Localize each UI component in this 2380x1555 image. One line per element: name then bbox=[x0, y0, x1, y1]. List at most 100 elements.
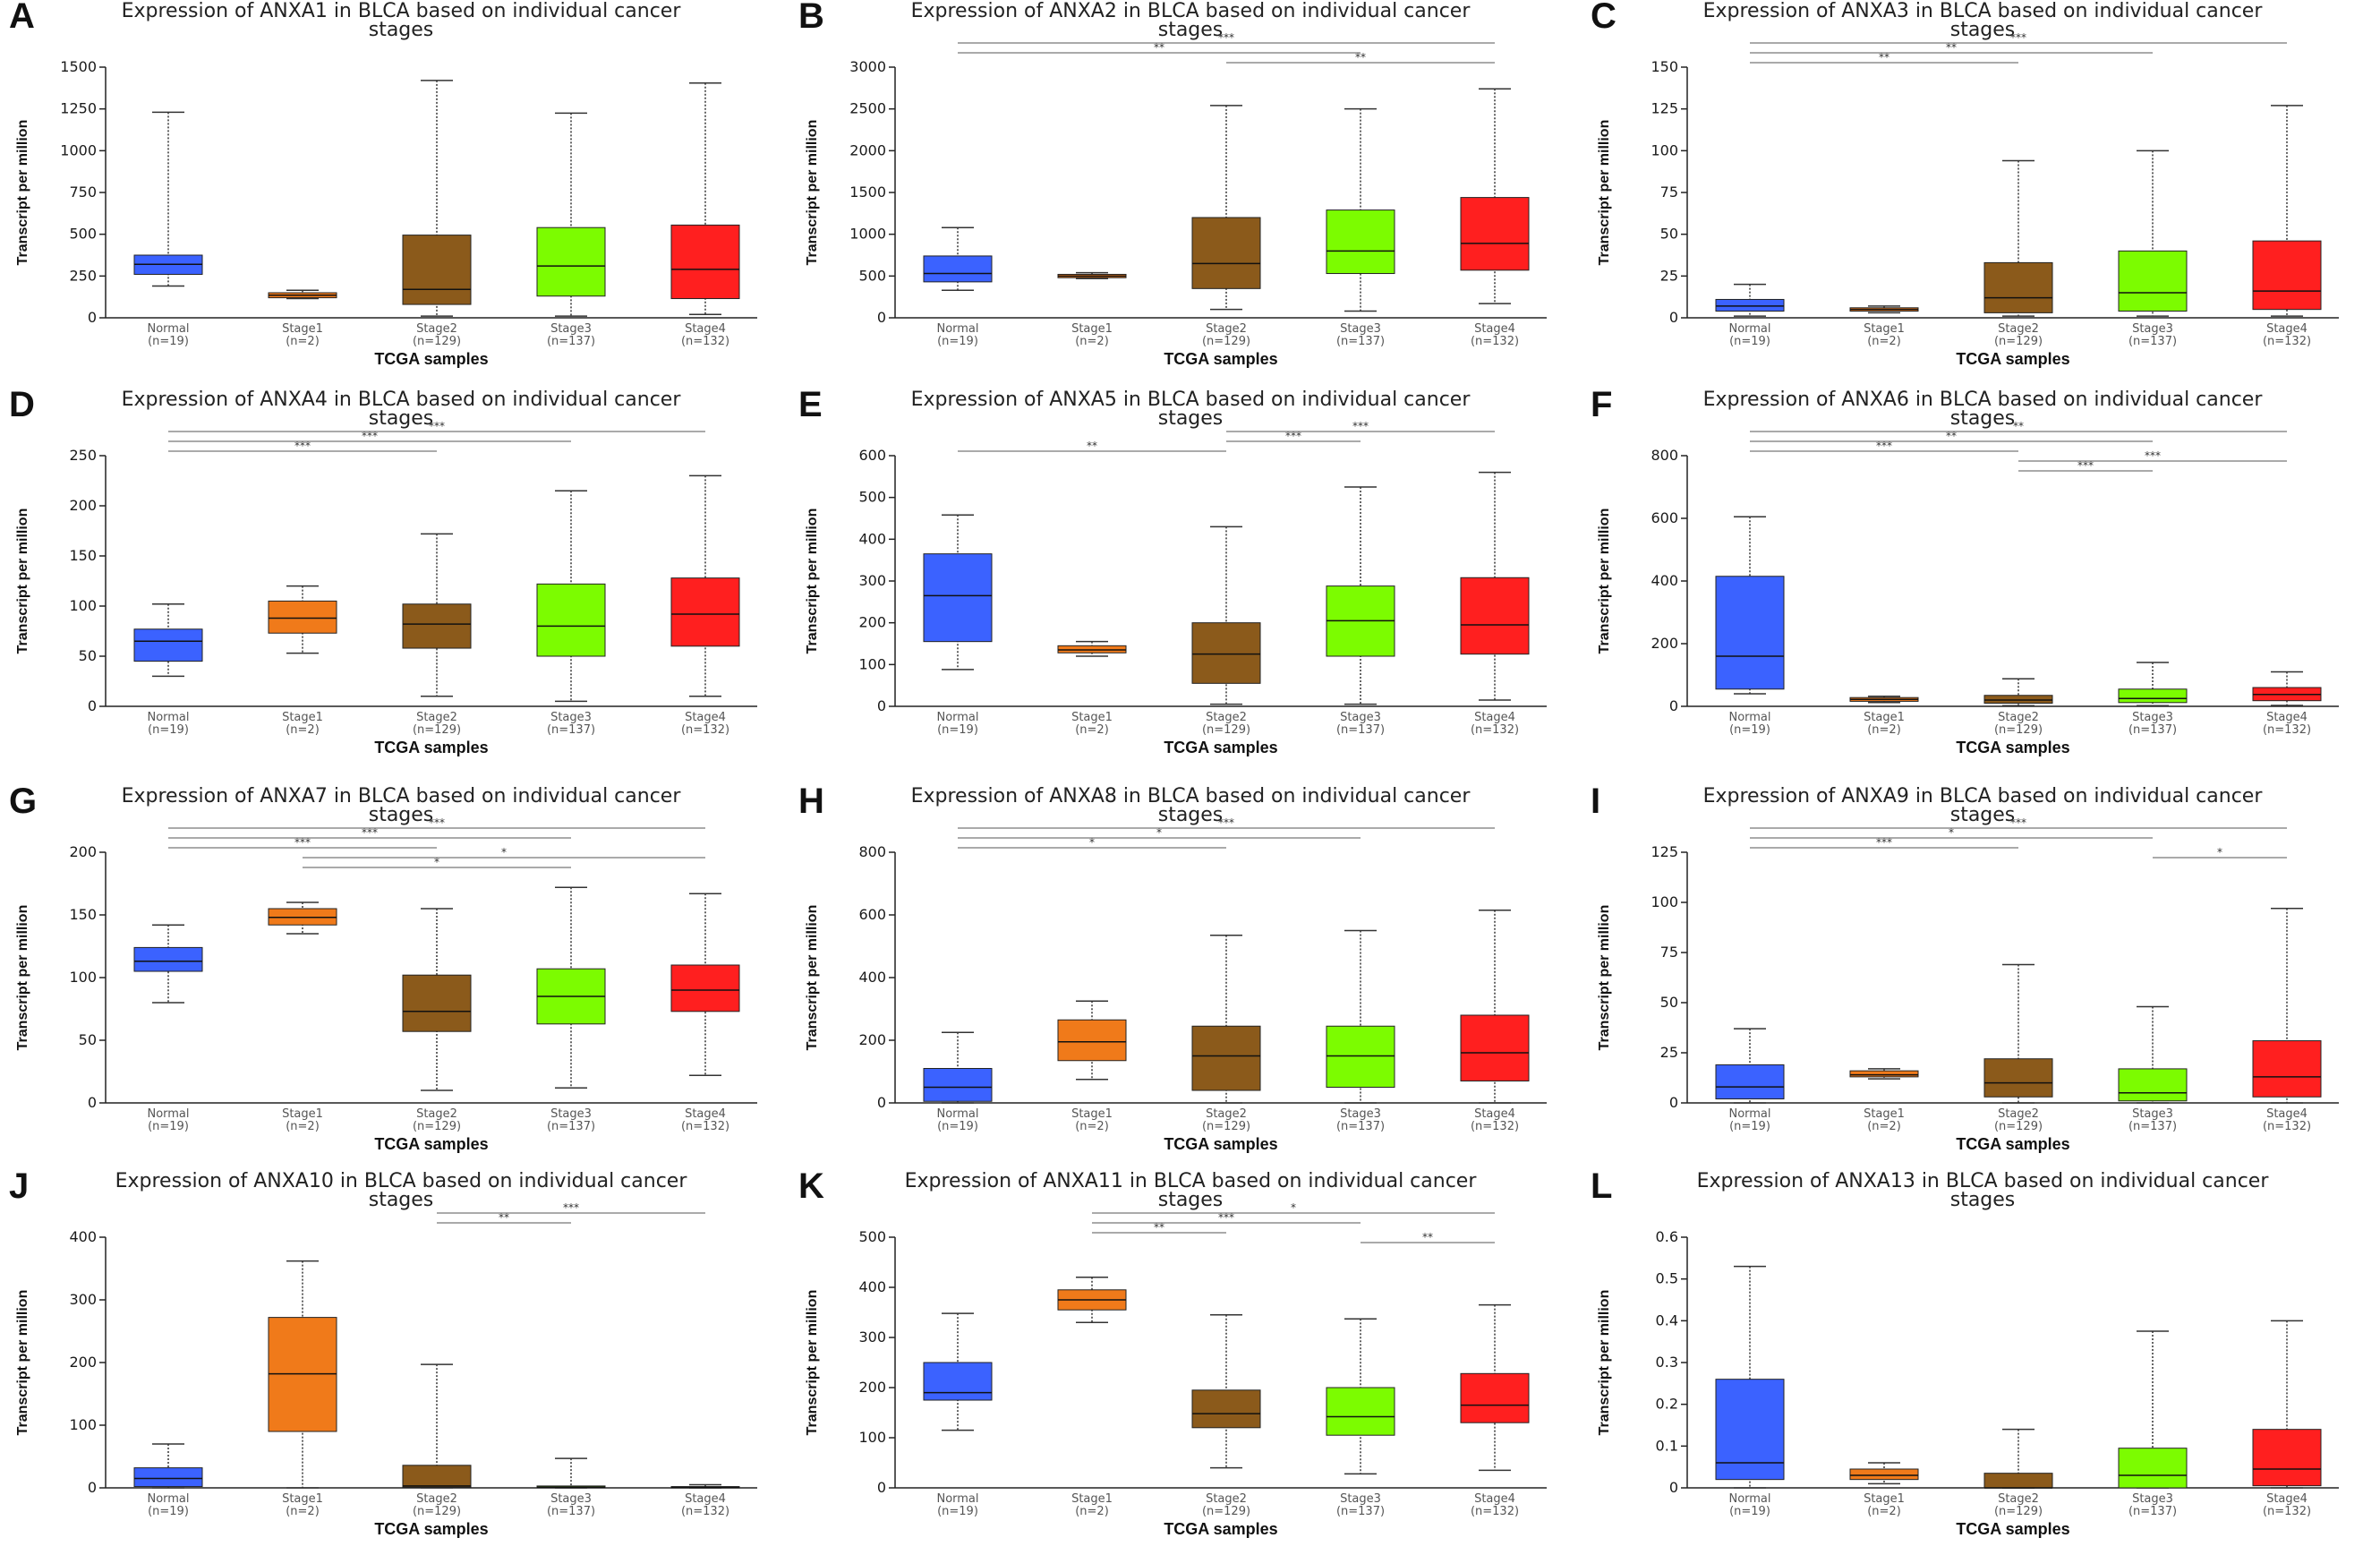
box-iqr bbox=[1849, 1070, 1919, 1078]
panel-c: C Expression of ANXA3 in BLCA based on in… bbox=[1589, 0, 2375, 385]
category-label: Stage3 bbox=[1340, 1107, 1381, 1121]
sample-size-label: (n=19) bbox=[148, 723, 189, 737]
y-tick-label: 250 bbox=[69, 267, 97, 284]
y-tick-label: 200 bbox=[858, 614, 886, 631]
sample-size-label: (n=132) bbox=[681, 1505, 729, 1518]
category-label: Stage2 bbox=[1206, 1492, 1247, 1506]
panel-letter: D bbox=[9, 385, 35, 424]
significance-label: * bbox=[434, 856, 439, 868]
chart-title-line1: Expression of ANXA13 in BLCA based on in… bbox=[1696, 1170, 2269, 1192]
category-label: Normal bbox=[147, 322, 189, 336]
x-axis-label: TCGA samples bbox=[374, 350, 488, 368]
significance-label: *** bbox=[294, 836, 311, 849]
y-tick-label: 0 bbox=[877, 697, 886, 714]
significance-label: *** bbox=[1218, 31, 1234, 44]
category-label: Normal bbox=[147, 1492, 189, 1506]
panel-i: I Expression of ANXA9 in BLCA based on in… bbox=[1589, 782, 2375, 1170]
y-tick-label: 0 bbox=[88, 1094, 97, 1111]
sample-size-label: (n=129) bbox=[413, 723, 461, 737]
sample-size-label: (n=137) bbox=[1336, 335, 1385, 348]
box-stage3 bbox=[536, 886, 606, 1089]
boxplot-svg: 0 500 1000 1500 2000 2500 3000 Transcript per m… bbox=[805, 31, 1547, 368]
box-iqr bbox=[923, 1362, 993, 1401]
box-iqr bbox=[1460, 197, 1530, 271]
box-stage2 bbox=[402, 533, 472, 697]
y-tick-label: 100 bbox=[69, 597, 97, 614]
significance-label: *** bbox=[1352, 420, 1369, 432]
category-label: Stage3 bbox=[550, 1492, 592, 1506]
box-iqr bbox=[923, 1068, 993, 1102]
sample-size-label: (n=132) bbox=[2263, 1120, 2311, 1133]
y-axis-label: Transcript per million bbox=[1597, 508, 1612, 654]
box-iqr bbox=[670, 224, 740, 300]
category-label: Stage4 bbox=[1474, 1492, 1515, 1506]
box-iqr bbox=[133, 946, 203, 972]
significance-label: *** bbox=[362, 826, 378, 839]
category-label: Normal bbox=[1728, 1492, 1770, 1506]
box-normal bbox=[1715, 1028, 1785, 1104]
chart-title-line1: Expression of ANXA10 in BLCA based on in… bbox=[115, 1170, 687, 1192]
box-iqr bbox=[1849, 1468, 1919, 1481]
sample-size-label: (n=129) bbox=[1994, 723, 2043, 737]
x-axis-label: TCGA samples bbox=[1956, 350, 2069, 368]
chart-title: Expression of ANXA3 in BLCA based on ind… bbox=[1625, 2, 2341, 41]
sample-size-label: (n=129) bbox=[1202, 1505, 1250, 1518]
x-axis-label: TCGA samples bbox=[374, 1520, 488, 1538]
sample-size-label: (n=137) bbox=[547, 1120, 595, 1133]
box-iqr bbox=[536, 226, 606, 297]
sample-size-label: (n=2) bbox=[1867, 1120, 1901, 1133]
category-label: Stage1 bbox=[1864, 711, 1905, 724]
chart-title: Expression of ANXA10 in BLCA based on in… bbox=[43, 1170, 759, 1210]
box-iqr bbox=[402, 974, 472, 1032]
panel-letter: J bbox=[9, 1166, 30, 1206]
box-iqr bbox=[1715, 1379, 1785, 1481]
box-stage2 bbox=[1983, 1428, 2053, 1489]
chart-title: Expression of ANXA4 in BLCA based on ind… bbox=[43, 390, 759, 429]
panel-h: H Expression of ANXA8 in BLCA based on in… bbox=[797, 782, 1582, 1170]
sample-size-label: (n=2) bbox=[1075, 1120, 1109, 1133]
category-label: Normal bbox=[1728, 711, 1770, 724]
box-iqr bbox=[402, 603, 472, 649]
sample-size-label: (n=132) bbox=[2263, 1505, 2311, 1518]
sample-size-label: (n=129) bbox=[1202, 723, 1250, 737]
chart-title-line2: stages bbox=[1949, 1189, 2016, 1211]
box-stage2 bbox=[1983, 678, 2053, 707]
category-label: Stage4 bbox=[1474, 1107, 1515, 1121]
chart-title-line2: stages bbox=[1949, 19, 2016, 41]
box-iqr bbox=[1983, 261, 2053, 313]
significance-label: *** bbox=[1218, 816, 1234, 829]
y-tick-label: 200 bbox=[69, 497, 97, 514]
y-tick-label: 50 bbox=[1660, 226, 1678, 243]
y-tick-label: 50 bbox=[1660, 994, 1678, 1011]
y-axis-label: Transcript per million bbox=[15, 1290, 30, 1436]
significance-label: * bbox=[501, 846, 507, 859]
chart-title-line2: stages bbox=[1157, 804, 1224, 826]
chart-title: Expression of ANXA2 in BLCA based on ind… bbox=[832, 2, 1548, 40]
category-label: Stage4 bbox=[685, 1107, 726, 1121]
box-normal bbox=[923, 514, 993, 671]
y-tick-label: 100 bbox=[858, 1429, 886, 1446]
x-axis-label: TCGA samples bbox=[1164, 1520, 1277, 1538]
sample-size-label: (n=132) bbox=[1471, 723, 1519, 737]
box-stage3 bbox=[1326, 929, 1395, 1104]
box-stage1 bbox=[1057, 1000, 1127, 1081]
x-axis-label: TCGA samples bbox=[1164, 350, 1277, 368]
y-tick-label: 100 bbox=[858, 655, 886, 672]
box-normal bbox=[1715, 283, 1785, 317]
box-stage4 bbox=[1460, 471, 1530, 701]
significance-label: * bbox=[1156, 826, 1162, 839]
y-axis-label: Transcript per million bbox=[1597, 905, 1612, 1051]
box-normal bbox=[133, 111, 203, 287]
category-label: Stage4 bbox=[2266, 1492, 2307, 1506]
significance-label: ** bbox=[1946, 430, 1957, 442]
box-stage3 bbox=[1326, 486, 1395, 705]
x-axis-label: TCGA samples bbox=[1956, 739, 2069, 756]
box-iqr bbox=[268, 600, 337, 634]
panel-letter: E bbox=[798, 385, 823, 424]
x-axis-label: TCGA samples bbox=[1956, 1520, 2069, 1538]
chart-title: Expression of ANXA8 in BLCA based on ind… bbox=[832, 787, 1548, 826]
box-stage2 bbox=[1983, 159, 2053, 317]
category-label: Stage1 bbox=[1071, 711, 1113, 724]
